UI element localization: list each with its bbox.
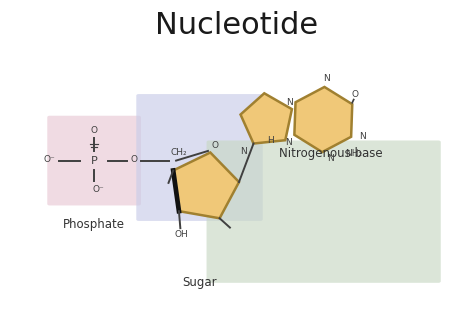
Text: O: O (131, 156, 137, 164)
Text: O: O (351, 90, 358, 99)
FancyBboxPatch shape (47, 116, 141, 205)
Text: N: N (360, 132, 366, 141)
Text: Phosphate: Phosphate (63, 218, 125, 231)
Polygon shape (294, 87, 352, 152)
Polygon shape (240, 93, 292, 144)
Text: CH₂: CH₂ (170, 148, 187, 157)
Polygon shape (173, 152, 239, 218)
Text: N: N (323, 74, 330, 83)
Text: NH₂: NH₂ (345, 149, 362, 158)
Text: N: N (286, 98, 293, 107)
Text: O⁻: O⁻ (44, 156, 56, 164)
Text: O⁻: O⁻ (93, 185, 105, 194)
Text: O: O (91, 126, 98, 135)
FancyBboxPatch shape (207, 140, 441, 283)
Text: N: N (285, 138, 292, 147)
FancyBboxPatch shape (137, 94, 263, 221)
Text: Sugar: Sugar (182, 276, 217, 289)
Text: P: P (91, 156, 98, 166)
Text: Nitrogenous base: Nitrogenous base (279, 147, 383, 160)
Text: N: N (327, 154, 334, 163)
Text: OH: OH (174, 230, 188, 239)
Text: H: H (267, 136, 273, 145)
Text: N: N (240, 146, 246, 156)
Text: O: O (211, 141, 219, 150)
Text: Nucleotide: Nucleotide (155, 10, 319, 39)
